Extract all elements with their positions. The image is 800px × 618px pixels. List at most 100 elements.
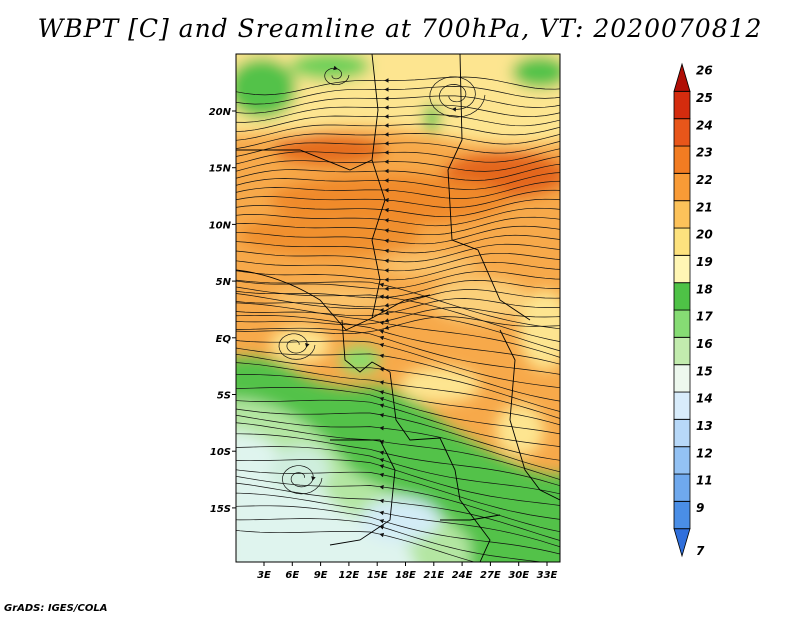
- streamline: [236, 446, 560, 495]
- streamline-arrow: [384, 132, 389, 137]
- lon-label: 24E: [452, 570, 473, 581]
- colorbar-segment: [673, 200, 691, 229]
- colorbar-label: 12: [696, 446, 713, 460]
- streamline: [236, 86, 560, 105]
- streamline: [236, 433, 560, 487]
- streamline-arrow: [379, 403, 384, 408]
- colorbar-label: 20: [696, 228, 713, 242]
- colorbar-label: 18: [696, 282, 713, 296]
- lat-label: 15N: [209, 164, 232, 175]
- streamline: [236, 422, 560, 480]
- colorbar-label: 25: [696, 91, 713, 105]
- colorbar-segment: [673, 227, 691, 256]
- colorbar-label: 19: [696, 255, 713, 269]
- colorbar-label: 11: [696, 474, 713, 488]
- streamline-arrow: [384, 188, 389, 193]
- wbpt-shading: [236, 54, 560, 562]
- streamline-arrow: [384, 208, 389, 213]
- map-title: WBPT [C] and Sreamline at 700hPa, VT: 20…: [37, 14, 763, 43]
- country-borders: [236, 54, 560, 562]
- streamline-arrow: [379, 294, 384, 299]
- streamline: [236, 216, 560, 236]
- lon-label: 9E: [314, 570, 328, 581]
- streamline: [236, 172, 560, 190]
- colorbar-label: 23: [696, 146, 713, 160]
- colorbar-label: 16: [696, 337, 713, 351]
- streamline: [236, 207, 560, 227]
- streamline-arrow: [384, 303, 389, 308]
- streamline-arrow: [379, 335, 384, 341]
- colorbar-segment: [673, 62, 691, 92]
- streamline-arrow: [384, 325, 389, 330]
- streamline-arrow: [305, 343, 310, 348]
- lat-label: 10N: [209, 220, 232, 231]
- streamline-arrow: [384, 105, 389, 110]
- streamline-arrow: [384, 228, 389, 233]
- streamline-arrow: [379, 390, 384, 395]
- map-area: [235, 53, 561, 563]
- colorbar-segment: [673, 500, 691, 530]
- streamline: [429, 76, 486, 118]
- streamline: [236, 123, 560, 141]
- streamline: [236, 198, 560, 218]
- streamline-arrow: [384, 258, 389, 264]
- streamline: [236, 475, 560, 533]
- streamline-arrow: [384, 123, 389, 128]
- streamline: [236, 505, 560, 555]
- streamline-arrow: [379, 464, 384, 469]
- streamline: [236, 261, 560, 281]
- streamline-arrow: [333, 65, 338, 71]
- streamline: [236, 327, 560, 375]
- colorbar-segment: [673, 336, 691, 366]
- streamline-arrow: [379, 532, 384, 538]
- colorbar-label: 21: [696, 200, 713, 214]
- lat-label: 10S: [210, 447, 231, 458]
- streamline: [236, 307, 560, 326]
- streamline-arrow: [379, 329, 384, 334]
- colorbar-segment: [673, 309, 691, 338]
- streamline-arrow: [379, 308, 384, 313]
- streamline: [236, 234, 560, 254]
- lat-label: 5N: [216, 277, 232, 288]
- streamline: [236, 492, 560, 548]
- streamline-arrow: [379, 510, 384, 516]
- streamline: [236, 280, 560, 299]
- colorbar-segment: [673, 473, 691, 502]
- streamline-arrow: [379, 519, 384, 524]
- streamline: [236, 76, 560, 96]
- colorbar-segment: [673, 446, 691, 475]
- streamline-arrow: [379, 426, 384, 431]
- streamline-arrow: [384, 238, 389, 243]
- lon-label: 12E: [339, 570, 360, 581]
- streamline-arrow: [379, 282, 384, 288]
- streamline: [236, 95, 560, 114]
- longitude-axis: 3E 6E 9E 12E 15E 18E 21E 24E 27E 30E 33E: [257, 562, 558, 581]
- streamline: [236, 155, 560, 172]
- streamline-arrow: [384, 248, 389, 254]
- streamlines: [236, 65, 560, 562]
- lat-label: 15S: [210, 504, 231, 515]
- colorbar-segment: [673, 90, 691, 120]
- colorbar-label: 26: [696, 64, 713, 78]
- lon-label: 33E: [537, 570, 558, 581]
- streamline: [236, 114, 560, 132]
- streamline-arrow: [311, 476, 316, 481]
- streamline-arrow: [379, 498, 384, 504]
- lon-label: 30E: [508, 570, 529, 581]
- colorbar-segment: [673, 282, 691, 311]
- streamline: [236, 302, 560, 358]
- colorbar: 7 9 11 12 13 14 15 16 17 18 19 20 21 22 23 24 25 26: [673, 62, 713, 558]
- colorbar-segment: [673, 172, 691, 202]
- streamline: [236, 469, 560, 520]
- streamline: [236, 252, 560, 272]
- streamline-arrow: [384, 141, 389, 146]
- streamline-arrow: [379, 353, 384, 358]
- colorbar-label: 9: [696, 501, 704, 515]
- streamline: [236, 293, 560, 352]
- colorbar-segment: [673, 391, 691, 420]
- colorbar-label: 22: [696, 173, 713, 187]
- streamline: [236, 104, 560, 123]
- streamline-arrow: [379, 439, 384, 444]
- colorbar-segment: [673, 528, 691, 558]
